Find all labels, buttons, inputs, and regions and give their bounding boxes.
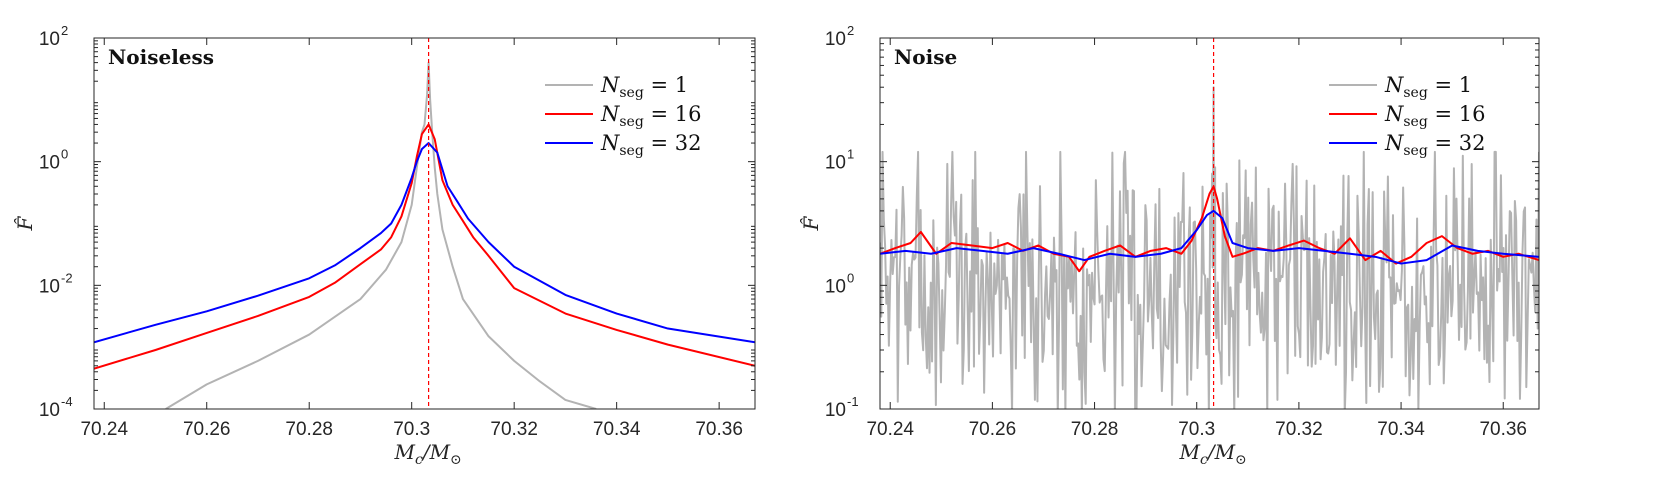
x-tick-label: 70.36 bbox=[695, 419, 743, 440]
y-tick-label: 10 bbox=[825, 400, 846, 421]
series-line-nseg1 bbox=[165, 61, 597, 409]
legend-label: Nseg = 16 bbox=[600, 102, 701, 130]
x-tick-label: 70.26 bbox=[183, 419, 231, 440]
y-tick-label: 10 bbox=[39, 153, 60, 174]
series-line-nseg16 bbox=[94, 123, 755, 370]
legend-label: Nseg = 16 bbox=[1384, 102, 1485, 130]
x-tick-label: 70.32 bbox=[1275, 419, 1323, 440]
legend-label: Nseg = 1 bbox=[600, 73, 688, 101]
x-axis-ticks: 70.24 70.26 70.28 70.3 70.32 70.34 70.36 bbox=[80, 38, 743, 440]
x-tick-label: 70.34 bbox=[1377, 419, 1425, 440]
panel-noise: 70.24 70.26 70.28 70.3 70.32 70.34 70.36 10 -11… bbox=[799, 23, 1540, 468]
axes-frame bbox=[879, 37, 1540, 410]
legend-label: Nseg = 1 bbox=[1384, 73, 1472, 101]
y-tick-exponent: -2 bbox=[61, 270, 73, 285]
y-tick-exponent: 0 bbox=[61, 147, 68, 162]
x-tick-label: 70.28 bbox=[285, 419, 333, 440]
legend-label: Nseg = 32 bbox=[1384, 131, 1485, 159]
y-tick-exponent: -4 bbox=[61, 394, 73, 409]
panel-label: Noise bbox=[894, 45, 957, 69]
x-tick-label: 70.26 bbox=[969, 419, 1017, 440]
x-axis-label: Mc/M⊙ bbox=[394, 440, 462, 468]
x-tick-label: 70.3 bbox=[1178, 419, 1215, 440]
x-tick-label: 70.28 bbox=[1071, 419, 1119, 440]
plot-area bbox=[880, 38, 1539, 409]
y-axis-label: F̂ bbox=[799, 215, 823, 231]
y-axis-label: F̂ bbox=[13, 215, 37, 231]
x-axis-label: Mc/M⊙ bbox=[1179, 440, 1247, 468]
y-tick-label: 10 bbox=[39, 276, 60, 297]
y-tick-exponent: 2 bbox=[847, 23, 854, 38]
y-tick-label: 10 bbox=[825, 276, 846, 297]
y-tick-label: 10 bbox=[825, 153, 846, 174]
series-line-nseg32 bbox=[94, 142, 755, 344]
legend-label: Nseg = 32 bbox=[600, 131, 701, 159]
y-tick-label: 10 bbox=[39, 400, 60, 421]
series-line-nseg1 bbox=[880, 86, 1539, 409]
x-tick-label: 70.36 bbox=[1479, 419, 1527, 440]
panel-noiseless: 70.24 70.26 70.28 70.3 70.32 70.34 70.36 10 -41… bbox=[13, 23, 756, 468]
y-tick-exponent: 0 bbox=[847, 270, 854, 285]
y-tick-exponent: 1 bbox=[847, 147, 854, 162]
x-tick-label: 70.3 bbox=[393, 419, 430, 440]
x-tick-label: 70.24 bbox=[80, 419, 128, 440]
y-tick-label: 10 bbox=[39, 29, 60, 50]
series-line-nseg16 bbox=[880, 185, 1539, 273]
x-tick-label: 70.32 bbox=[490, 419, 538, 440]
plot-area bbox=[94, 38, 755, 409]
x-tick-label: 70.24 bbox=[866, 419, 914, 440]
series-line-nseg32 bbox=[880, 209, 1539, 265]
x-axis-ticks: 70.24 70.26 70.28 70.3 70.32 70.34 70.36 bbox=[866, 38, 1527, 440]
panel-label: Noiseless bbox=[108, 45, 214, 69]
x-tick-label: 70.34 bbox=[593, 419, 641, 440]
y-tick-label: 10 bbox=[825, 29, 846, 50]
y-tick-exponent: 2 bbox=[61, 23, 68, 38]
y-tick-exponent: -1 bbox=[847, 394, 859, 409]
axes-frame bbox=[93, 37, 756, 410]
